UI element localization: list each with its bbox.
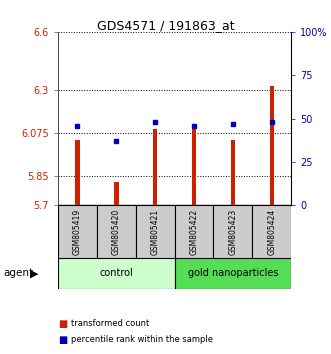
Text: GSM805419: GSM805419: [73, 209, 82, 255]
Bar: [97, 205, 136, 258]
Text: gold nanoparticles: gold nanoparticles: [188, 268, 278, 279]
Text: agent: agent: [3, 268, 33, 279]
Bar: [153, 129, 158, 205]
Text: GDS4571 / 191863_at: GDS4571 / 191863_at: [97, 19, 234, 33]
Bar: [114, 182, 118, 205]
Text: ▶: ▶: [30, 268, 38, 279]
Bar: [175, 258, 291, 289]
Bar: [75, 140, 80, 205]
Text: GSM805420: GSM805420: [112, 209, 121, 255]
Text: transformed count: transformed count: [71, 319, 149, 329]
Bar: [175, 205, 213, 258]
Text: ■: ■: [58, 335, 67, 345]
Text: GSM805422: GSM805422: [190, 209, 199, 255]
Bar: [269, 86, 274, 205]
Text: GSM805423: GSM805423: [228, 209, 237, 255]
Text: GSM805421: GSM805421: [151, 209, 160, 255]
Bar: [192, 128, 196, 205]
Bar: [58, 205, 97, 258]
Text: GSM805424: GSM805424: [267, 209, 276, 255]
Bar: [136, 205, 175, 258]
Bar: [58, 258, 175, 289]
Bar: [213, 205, 252, 258]
Text: percentile rank within the sample: percentile rank within the sample: [71, 335, 213, 344]
Bar: [231, 140, 235, 205]
Bar: [252, 205, 291, 258]
Text: ■: ■: [58, 319, 67, 329]
Text: control: control: [99, 268, 133, 279]
